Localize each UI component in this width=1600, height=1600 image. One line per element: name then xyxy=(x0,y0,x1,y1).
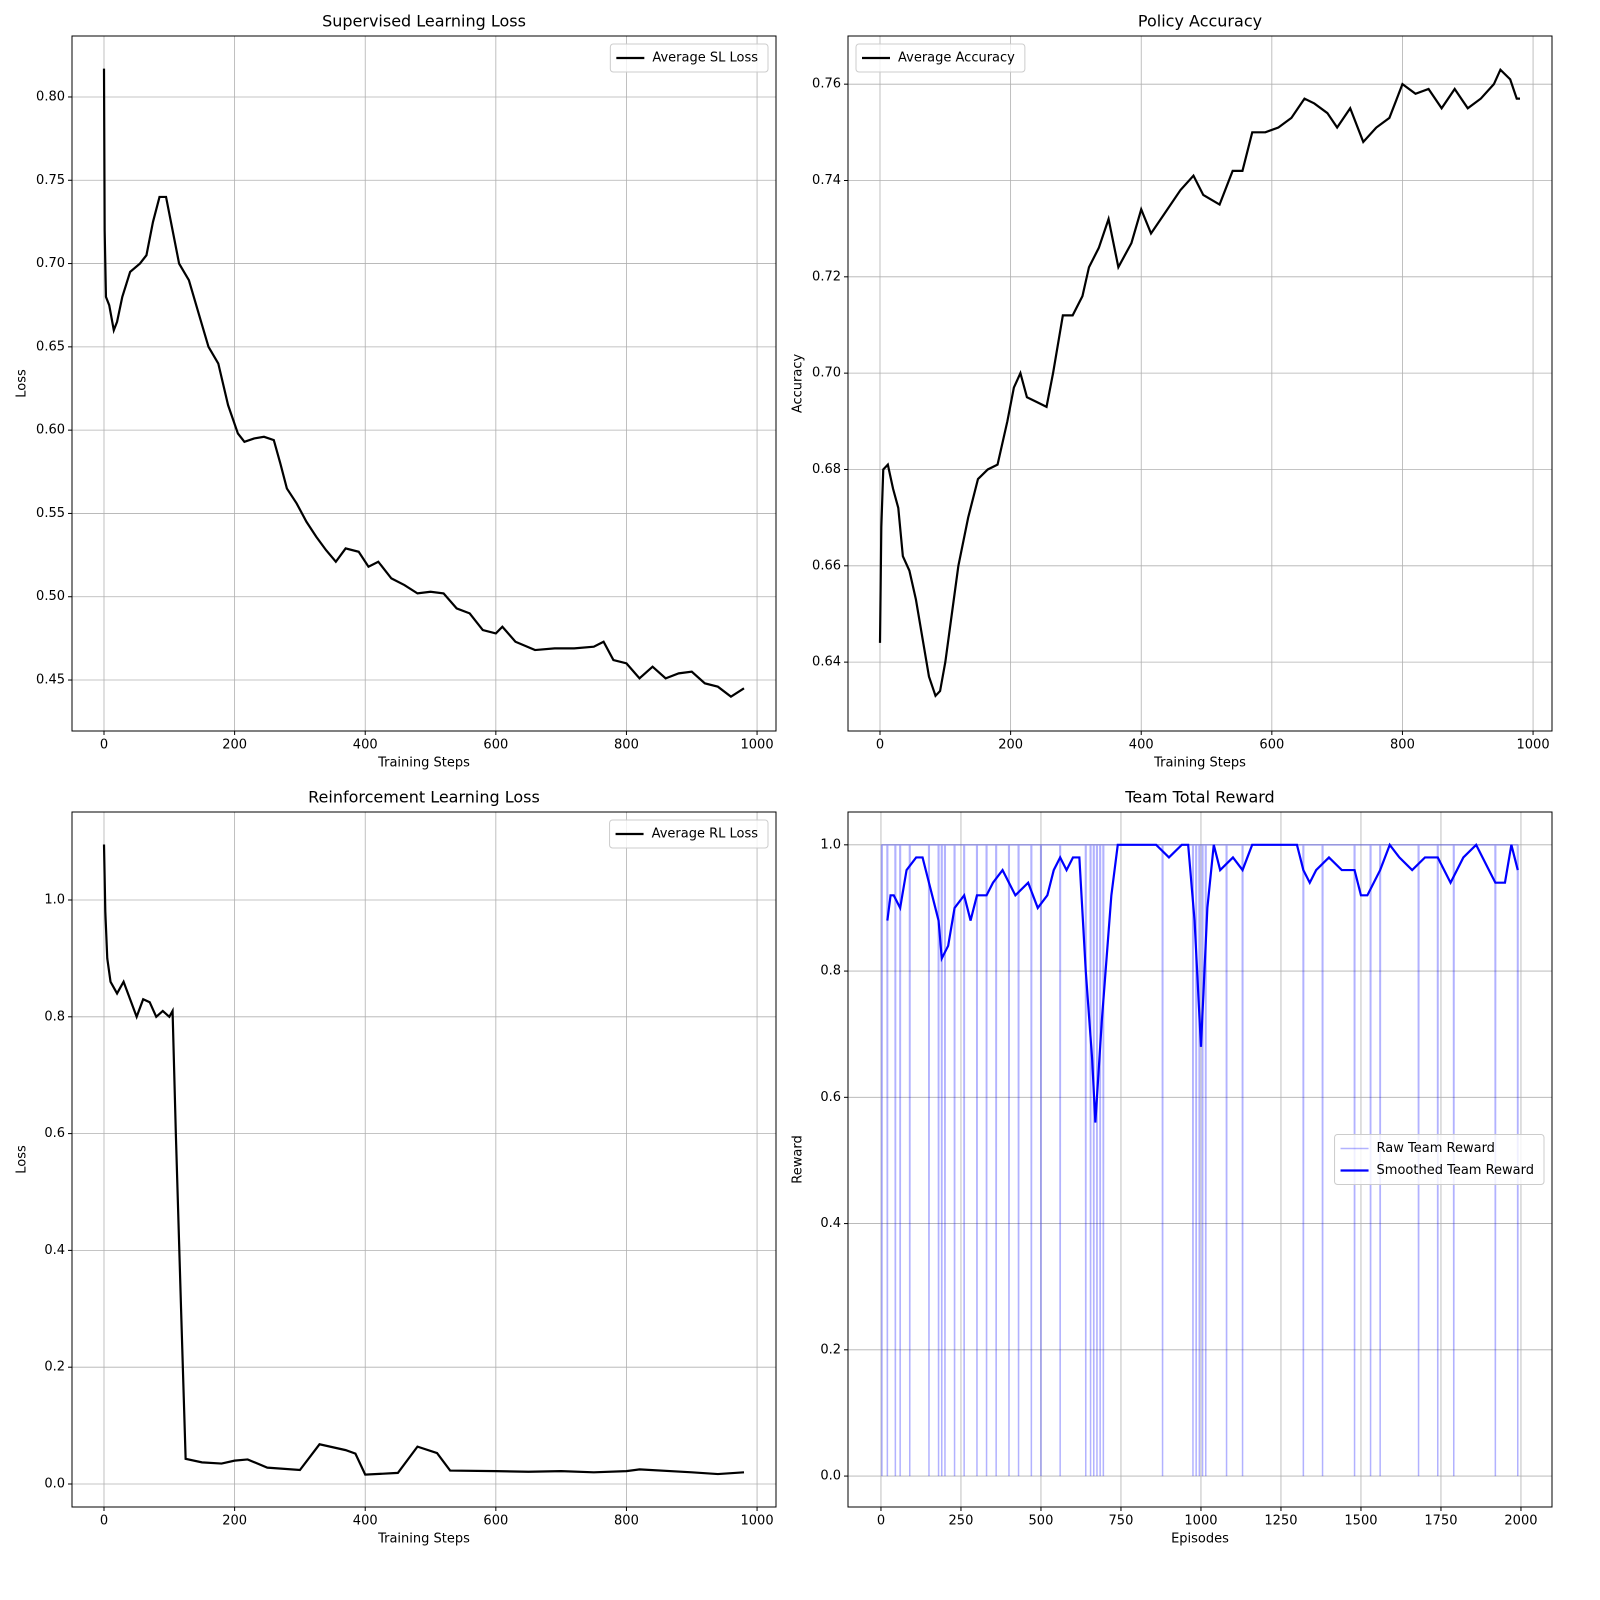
x-tick-label: 750 xyxy=(1109,1514,1134,1529)
y-tick-label: 0.2 xyxy=(44,1360,65,1375)
x-tick-label: 1000 xyxy=(1184,1514,1217,1529)
y-tick-label: 0.70 xyxy=(812,366,841,381)
legend-label: Raw Team Reward xyxy=(1377,1141,1495,1156)
y-tick-label: 0.0 xyxy=(820,1469,841,1484)
y-tick-label: 0.75 xyxy=(36,173,65,188)
x-tick-label: 200 xyxy=(222,1514,247,1529)
y-tick-label: 0.6 xyxy=(44,1126,65,1141)
x-tick-label: 600 xyxy=(1259,738,1284,753)
y-tick-label: 0.66 xyxy=(812,558,841,573)
x-tick-label: 800 xyxy=(1390,738,1415,753)
x-tick-label: 0 xyxy=(100,1514,108,1529)
y-tick-label: 0.50 xyxy=(36,589,65,604)
x-tick-label: 800 xyxy=(614,738,639,753)
x-axis-label: Training Steps xyxy=(377,1532,470,1547)
y-tick-label: 0.55 xyxy=(36,506,65,521)
y-tick-label: 0.4 xyxy=(820,1216,841,1231)
legend-label: Average SL Loss xyxy=(652,51,758,66)
subplot: 0 250 500 750 1000 1250 1500 1750 2000 0.0 0.2 0.4 0… xyxy=(791,788,1553,1547)
subplot: 0 200 400 600 800 1000 0.45 0.50 0.55 0.60 0.65 0.7… xyxy=(15,12,777,771)
subplot-title: Reinforcement Learning Loss xyxy=(308,788,540,807)
x-tick-label: 400 xyxy=(353,738,378,753)
legend: Average RL Loss xyxy=(609,819,769,849)
y-tick-label: 0.2 xyxy=(820,1342,841,1357)
y-tick-label: 0.68 xyxy=(812,462,841,477)
x-tick-label: 400 xyxy=(353,1514,378,1529)
y-tick-label: 1.0 xyxy=(820,837,841,852)
x-tick-label: 400 xyxy=(1129,738,1154,753)
y-tick-label: 0.8 xyxy=(44,1009,65,1024)
y-tick-label: 1.0 xyxy=(44,893,65,908)
x-tick-label: 1000 xyxy=(1517,738,1550,753)
axes-frame xyxy=(847,35,1553,732)
x-tick-label: 600 xyxy=(483,738,508,753)
x-tick-label: 1750 xyxy=(1424,1514,1457,1529)
data-line xyxy=(102,68,745,699)
x-tick-label: 1500 xyxy=(1344,1514,1377,1529)
y-tick-label: 0.76 xyxy=(812,77,841,92)
x-axis-label: Episodes xyxy=(1171,1532,1229,1547)
y-tick-label: 0.60 xyxy=(36,423,65,438)
x-tick-label: 0 xyxy=(100,738,108,753)
y-axis-label: Accuracy xyxy=(791,354,806,414)
x-tick-label: 500 xyxy=(1029,1514,1054,1529)
legend: Average SL Loss xyxy=(609,43,769,73)
y-tick-label: 0.45 xyxy=(36,673,65,688)
y-tick-label: 0.8 xyxy=(820,964,841,979)
data-line xyxy=(878,67,1520,698)
x-tick-label: 0 xyxy=(876,738,884,753)
subplot-title: Team Total Reward xyxy=(1124,788,1274,807)
y-tick-label: 0.0 xyxy=(44,1476,65,1491)
subplot: 0 200 400 600 800 1000 0.0 0.2 0.4 0.6 0.8 1.0 Reinf… xyxy=(15,788,777,1547)
x-axis-label: Training Steps xyxy=(377,756,470,771)
y-tick-label: 0.65 xyxy=(36,339,65,354)
x-tick-label: 0 xyxy=(877,1514,885,1529)
y-tick-label: 0.64 xyxy=(812,655,841,670)
subplot-title: Supervised Learning Loss xyxy=(322,12,526,31)
x-tick-label: 200 xyxy=(998,738,1023,753)
y-tick-label: 0.70 xyxy=(36,256,65,271)
axes-frame xyxy=(71,811,777,1508)
y-axis-label: Reward xyxy=(791,1135,806,1183)
legend-label: Average Accuracy xyxy=(898,51,1015,66)
data-line xyxy=(102,844,745,1476)
legend: Average Accuracy xyxy=(855,43,1026,73)
legend-box xyxy=(609,43,769,73)
axes-frame xyxy=(71,35,777,732)
x-tick-label: 600 xyxy=(483,1514,508,1529)
legend-label: Smoothed Team Reward xyxy=(1377,1163,1534,1178)
y-axis-label: Loss xyxy=(15,369,30,398)
legend: Raw Team Reward Smoothed Team Reward xyxy=(1334,1134,1545,1185)
legend-box xyxy=(1334,1134,1545,1185)
y-tick-label: 0.6 xyxy=(820,1090,841,1105)
legend-box xyxy=(855,43,1026,73)
x-tick-label: 200 xyxy=(222,738,247,753)
data-line xyxy=(880,844,1519,1477)
x-tick-label: 800 xyxy=(614,1514,639,1529)
y-tick-label: 0.74 xyxy=(812,173,841,188)
legend-box xyxy=(609,819,769,849)
data-line xyxy=(886,842,1519,1123)
x-axis-label: Training Steps xyxy=(1153,756,1246,771)
x-tick-label: 1250 xyxy=(1264,1514,1297,1529)
y-tick-label: 0.80 xyxy=(36,89,65,104)
x-tick-label: 250 xyxy=(949,1514,974,1529)
x-tick-label: 2000 xyxy=(1504,1514,1537,1529)
y-tick-label: 0.4 xyxy=(44,1243,65,1258)
subplot-title: Policy Accuracy xyxy=(1138,12,1262,31)
y-axis-label: Loss xyxy=(15,1145,30,1174)
legend-label: Average RL Loss xyxy=(652,827,759,842)
x-tick-label: 1000 xyxy=(741,1514,774,1529)
y-tick-label: 0.72 xyxy=(812,269,841,284)
subplot: 0 200 400 600 800 1000 0.64 0.66 0.68 0.70 0.72 0.7… xyxy=(791,12,1553,771)
x-tick-label: 1000 xyxy=(741,738,774,753)
axes-frame xyxy=(847,811,1553,1508)
